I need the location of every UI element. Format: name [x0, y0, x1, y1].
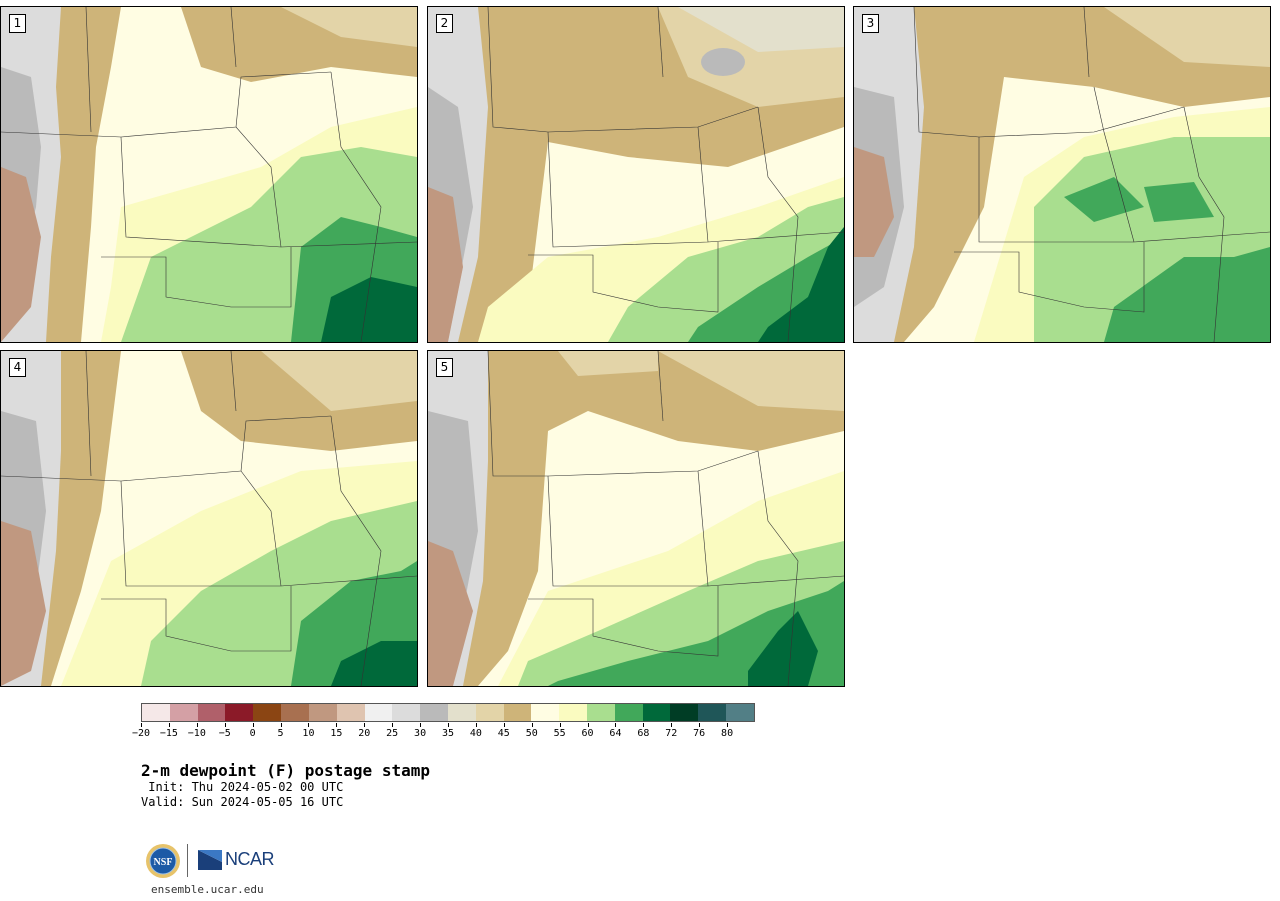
colorbar-tick	[196, 723, 198, 727]
colorbar-tick	[392, 723, 394, 727]
colorbar-tick	[587, 723, 589, 727]
colorbar-swatch	[169, 704, 198, 721]
colorbar-tick-label: 72	[665, 728, 678, 739]
colorbar-tick-label: 10	[302, 728, 315, 739]
colorbar-tick	[475, 723, 477, 727]
colorbar-swatch	[698, 704, 727, 721]
map-panel-2: 2	[427, 6, 845, 343]
colorbar-ticks: −20 −15 −10 −5 0 5 10 15 20 25 30 35 40 45 50 55 60 64 68 7…	[132, 723, 755, 743]
logo-group: NSF NCAR	[145, 843, 275, 881]
colorbar-tick-label: 40	[469, 728, 482, 739]
colorbar-swatch	[392, 704, 421, 721]
colorbar	[141, 703, 755, 722]
map-image-3	[854, 7, 1270, 342]
colorbar-swatch	[503, 704, 532, 721]
map-panel-1: 1	[0, 6, 418, 343]
colorbar-swatch	[225, 704, 254, 721]
colorbar-swatch	[308, 704, 337, 721]
panel-label: 2	[436, 14, 453, 33]
colorbar-tick-label: 45	[497, 728, 510, 739]
colorbar-swatch	[447, 704, 476, 721]
colorbar-tick	[420, 723, 422, 727]
colorbar-tick-label: −5	[218, 728, 231, 739]
nsf-logo: NSF	[146, 844, 180, 878]
panel-label: 1	[9, 14, 26, 33]
colorbar-tick	[308, 723, 310, 727]
colorbar-tick-label: 30	[414, 728, 427, 739]
ncar-logo-text: NCAR	[225, 849, 275, 869]
site-url: ensemble.ucar.edu	[151, 883, 264, 896]
colorbar-tick-label: 76	[693, 728, 706, 739]
colorbar-tick-label: 64	[609, 728, 622, 739]
colorbar-tick-label: 68	[637, 728, 650, 739]
colorbar-tick	[141, 723, 142, 727]
colorbar-tick-label: 0	[249, 728, 256, 739]
colorbar-swatch	[142, 704, 170, 721]
colorbar-swatch	[642, 704, 671, 721]
map-image-4	[1, 351, 417, 686]
colorbar-tick	[503, 723, 505, 727]
colorbar-tick	[699, 723, 701, 727]
logo-divider	[187, 844, 188, 877]
colorbar-swatch	[475, 704, 504, 721]
colorbar-tick-label: 15	[330, 728, 343, 739]
valid-time: Valid: Sun 2024-05-05 16 UTC	[141, 795, 344, 809]
colorbar-swatch	[559, 704, 587, 721]
colorbar-tick	[448, 723, 449, 727]
colorbar-swatch	[197, 704, 226, 721]
colorbar-tick	[168, 723, 170, 727]
colorbar-tick-label: 55	[553, 728, 566, 739]
colorbar-swatch	[420, 704, 448, 721]
colorbar-tick	[224, 723, 226, 727]
colorbar-tick	[671, 723, 673, 727]
colorbar-tick	[615, 723, 617, 727]
colorbar-swatch	[364, 704, 393, 721]
chart-title: 2-m dewpoint (F) postage stamp	[141, 761, 430, 780]
colorbar-tick-label: −15	[159, 728, 178, 739]
panel-label: 4	[9, 358, 26, 377]
ncar-logo	[198, 850, 222, 870]
colorbar-tick	[559, 723, 561, 727]
colorbar-swatch	[726, 704, 754, 721]
colorbar-tick	[727, 723, 729, 727]
colorbar-tick-label: 25	[386, 728, 399, 739]
init-time: Init: Thu 2024-05-02 00 UTC	[141, 780, 344, 794]
map-image-2	[428, 7, 844, 342]
colorbar-tick	[364, 723, 366, 727]
colorbar-tick-label: 5	[277, 728, 284, 739]
colorbar-swatch	[336, 704, 365, 721]
panel-label: 3	[862, 14, 879, 33]
colorbar-tick-label: 60	[581, 728, 594, 739]
colorbar-tick-label: 20	[358, 728, 371, 739]
map-image-1	[1, 7, 417, 342]
nsf-logo-text: NSF	[154, 857, 173, 868]
colorbar-tick	[643, 723, 645, 727]
colorbar-tick-label: 35	[441, 728, 455, 739]
colorbar-tick	[280, 723, 282, 727]
colorbar-swatch	[670, 704, 699, 721]
colorbar-tick	[252, 723, 254, 727]
colorbar-tick-label: −10	[187, 728, 206, 739]
colorbar-tick-label: 50	[525, 728, 538, 739]
colorbar-tick	[336, 723, 338, 727]
colorbar-swatch	[531, 704, 560, 721]
map-panel-3: 3	[853, 6, 1271, 343]
map-panel-4: 4	[0, 350, 418, 687]
colorbar-tick-label: 80	[721, 728, 734, 739]
colorbar-swatch	[587, 704, 615, 721]
colorbar-tick-label: −20	[131, 728, 151, 739]
panel-label: 5	[436, 358, 453, 377]
colorbar-swatch	[253, 704, 282, 721]
colorbar-swatch	[614, 704, 643, 721]
colorbar-tick	[531, 723, 533, 727]
map-image-5	[428, 351, 844, 686]
colorbar-swatch	[281, 704, 309, 721]
map-panel-5: 5	[427, 350, 845, 687]
